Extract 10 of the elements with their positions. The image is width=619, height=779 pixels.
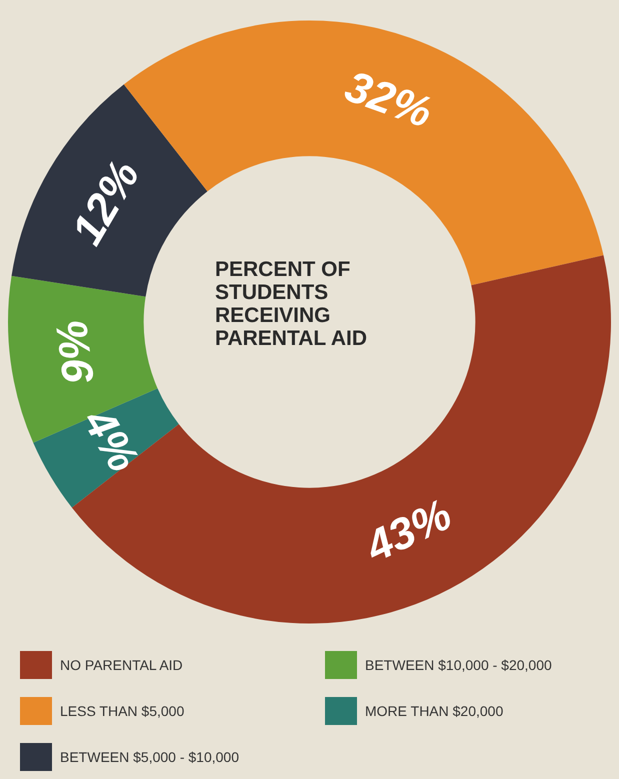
legend-label: MORE THAN $20,000 [365, 703, 504, 719]
text: PERCENT OF STUDENTS RECEIVING PARENTAL AID [215, 258, 368, 350]
data-label: 4% [72, 400, 148, 480]
legend-label: NO PARENTAL AID [60, 657, 183, 673]
data-label: 43% [358, 490, 460, 572]
data-label: 9% [47, 318, 104, 388]
legend-label: LESS THAN $5,000 [60, 703, 184, 719]
legend-label: BETWEEN $10,000 - $20,000 [365, 657, 552, 673]
legend-label: BETWEEN $5,000 - $10,000 [60, 749, 239, 765]
data-label: 32% [338, 62, 438, 138]
